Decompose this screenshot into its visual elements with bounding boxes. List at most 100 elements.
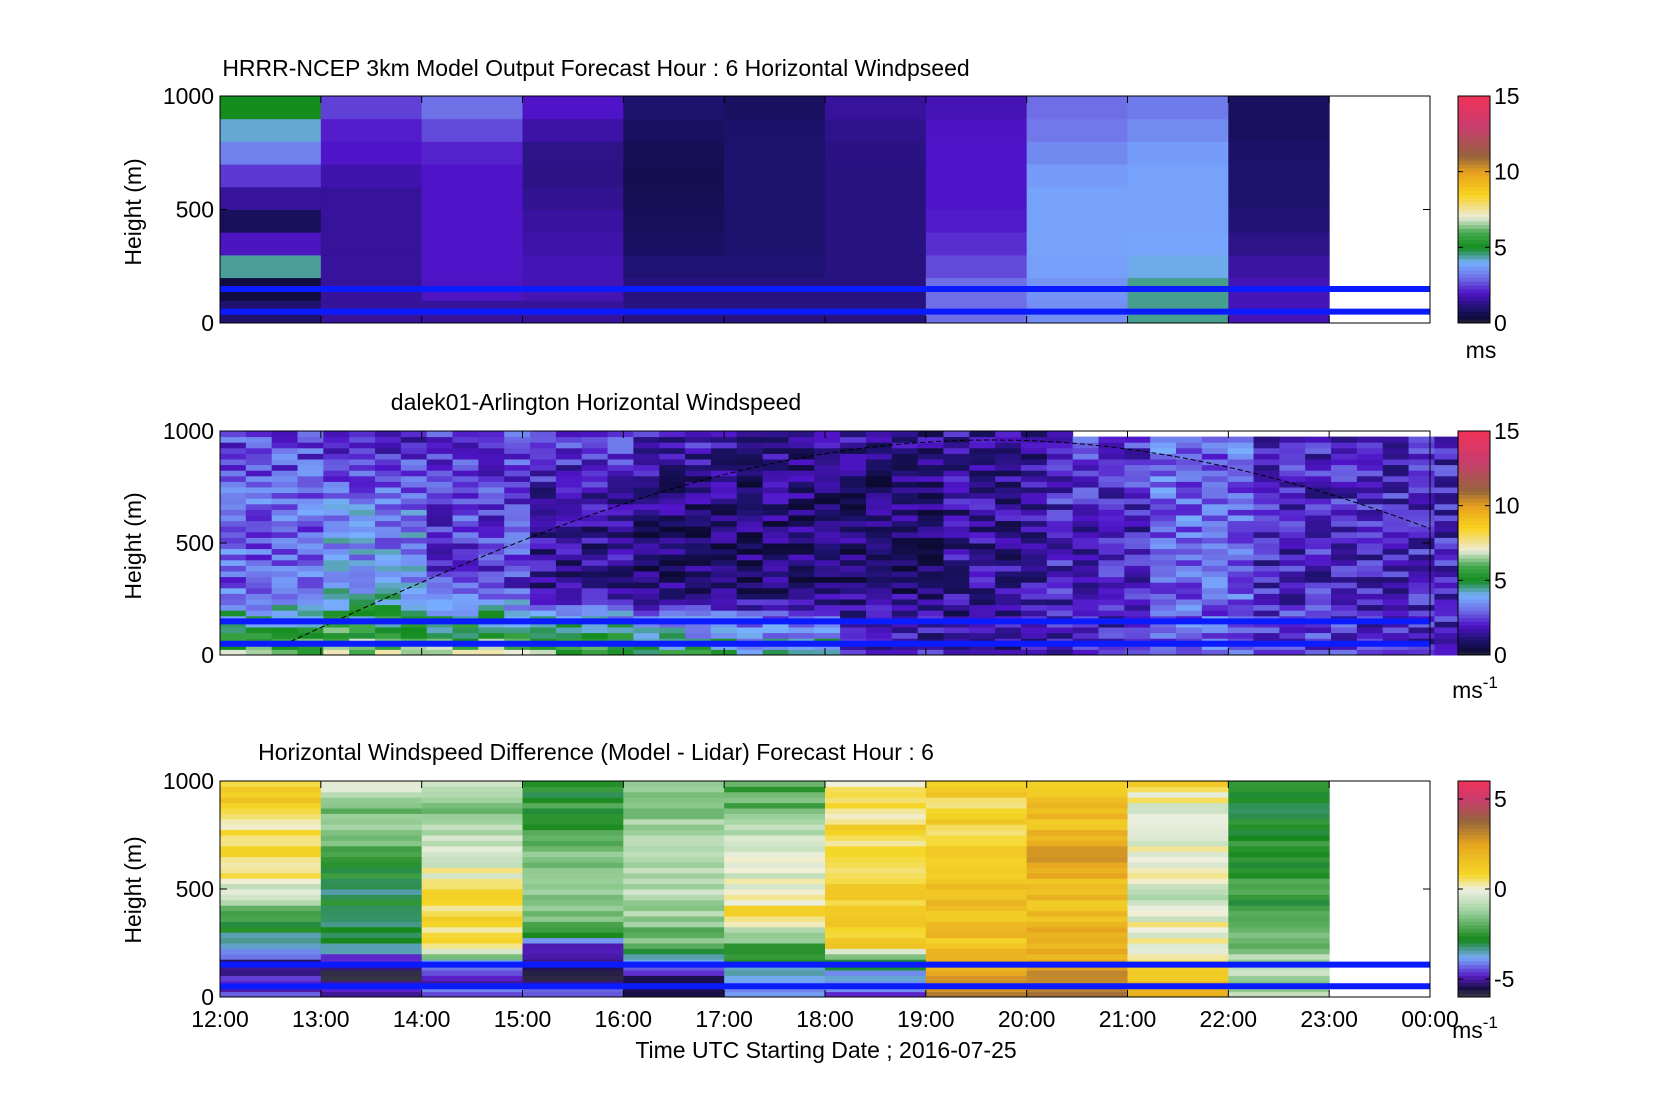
heatmap-cell	[623, 910, 725, 917]
heatmap-cell	[762, 498, 789, 505]
heatmap-cell	[995, 537, 1022, 544]
heatmap-cell	[788, 453, 815, 460]
heatmap-cell	[478, 537, 505, 544]
heatmap-cell	[1305, 632, 1332, 639]
heatmap-cell	[762, 649, 789, 656]
heatmap-cell	[530, 604, 557, 611]
heatmap-cell	[623, 878, 725, 885]
heatmap-cell	[1098, 447, 1125, 454]
heatmap-cell	[1046, 537, 1074, 544]
heatmap-cell	[581, 475, 609, 482]
heatmap-cell	[1305, 481, 1332, 488]
heatmap-cell	[220, 970, 322, 976]
heatmap-cell	[840, 531, 867, 538]
heatmap-cell	[1020, 459, 1048, 466]
heatmap-cell	[1020, 621, 1048, 628]
heatmap-cell	[271, 459, 299, 466]
heatmap-cell	[1098, 565, 1125, 572]
heatmap-cell	[245, 509, 273, 516]
heatmap-cell	[943, 503, 970, 510]
heatmap-cell	[1434, 459, 1461, 466]
heatmap-cell	[1026, 867, 1128, 874]
heatmap-cell	[724, 926, 826, 933]
heatmap-cell	[659, 481, 686, 488]
heatmap-cell	[925, 889, 1028, 895]
heatmap-cell	[891, 481, 919, 488]
heatmap-cell	[1279, 643, 1306, 650]
heatmap-cell	[917, 459, 944, 466]
heatmap-cell	[220, 487, 247, 494]
heatmap-cell	[685, 587, 712, 594]
heatmap-cell	[421, 872, 523, 879]
heatmap-cell	[220, 503, 247, 510]
heatmap-cell	[375, 610, 402, 617]
heatmap-cell	[917, 599, 944, 606]
heatmap-cell	[1072, 571, 1100, 578]
heatmap-cell	[349, 565, 376, 572]
heatmap-cell	[762, 543, 789, 550]
heatmap-cell	[323, 436, 350, 443]
heatmap-cell	[1227, 475, 1255, 482]
heatmap-cell	[623, 797, 725, 804]
colorbar-tick-label: 5	[1494, 234, 1507, 260]
colorbar-swatch	[1458, 213, 1490, 218]
heatmap-cell	[1279, 587, 1306, 594]
heatmap-cell	[1150, 548, 1177, 555]
heatmap-cell	[840, 559, 867, 566]
heatmap-cell	[1253, 554, 1280, 561]
heatmap-cell	[426, 470, 454, 477]
heatmap-cell	[633, 492, 660, 499]
heatmap-cell	[522, 802, 624, 809]
heatmap-cell	[297, 487, 324, 494]
heatmap-cell	[1434, 442, 1461, 449]
heatmap-cell	[1150, 526, 1177, 533]
heatmap-cell	[375, 587, 402, 594]
heatmap-cell	[685, 565, 712, 572]
colorbar-swatch	[1458, 910, 1490, 915]
heatmap-cell	[840, 554, 867, 561]
heatmap-cell	[865, 531, 893, 538]
heatmap-cell	[891, 453, 919, 460]
heatmap-cell	[1201, 464, 1229, 471]
heatmap-cell	[323, 593, 350, 600]
heatmap-cell	[555, 621, 583, 628]
colorbar-swatch	[1458, 232, 1490, 237]
heatmap-cell	[320, 872, 423, 879]
heatmap-cell	[245, 554, 273, 561]
heatmap-cell	[1356, 599, 1384, 606]
heatmap-cell	[349, 531, 376, 538]
heatmap-cell	[555, 548, 583, 555]
heatmap-cell	[1382, 571, 1410, 578]
heatmap-cell	[1020, 492, 1048, 499]
heatmap-cell	[1176, 593, 1203, 600]
heatmap-cell	[925, 905, 1028, 912]
heatmap-cell	[925, 808, 1028, 814]
heatmap-cell	[623, 862, 725, 868]
heatmap-cell	[220, 835, 322, 841]
heatmap-cell	[607, 470, 634, 477]
heatmap-cell	[825, 254, 927, 279]
colorbar-swatch	[1458, 565, 1490, 570]
heatmap-cell	[891, 515, 919, 522]
model-windspeed-panel: HRRR-NCEP 3km Model Output Forecast Hour…	[120, 55, 1520, 363]
colorbar-swatch	[1458, 311, 1490, 316]
heatmap-cell	[724, 953, 826, 960]
colorbar-swatch	[1458, 460, 1490, 466]
heatmap-cell	[1279, 554, 1306, 561]
heatmap-cell	[925, 878, 1028, 885]
heatmap-cell	[504, 582, 531, 589]
heatmap-cell	[724, 96, 826, 120]
heatmap-cell	[320, 943, 423, 949]
heatmap-cell	[1098, 627, 1125, 634]
heatmap-cell	[555, 576, 583, 583]
heatmap-cell	[633, 515, 660, 522]
heatmap-cell	[1305, 593, 1332, 600]
heatmap-cell	[1124, 621, 1151, 628]
heatmap-cell	[349, 582, 376, 589]
heatmap-cell	[925, 916, 1028, 922]
colorbar-swatch	[1458, 490, 1490, 495]
heatmap-cell	[323, 464, 350, 471]
heatmap-cell	[349, 610, 376, 617]
heatmap-cell	[710, 543, 738, 550]
heatmap-cell	[220, 948, 322, 955]
